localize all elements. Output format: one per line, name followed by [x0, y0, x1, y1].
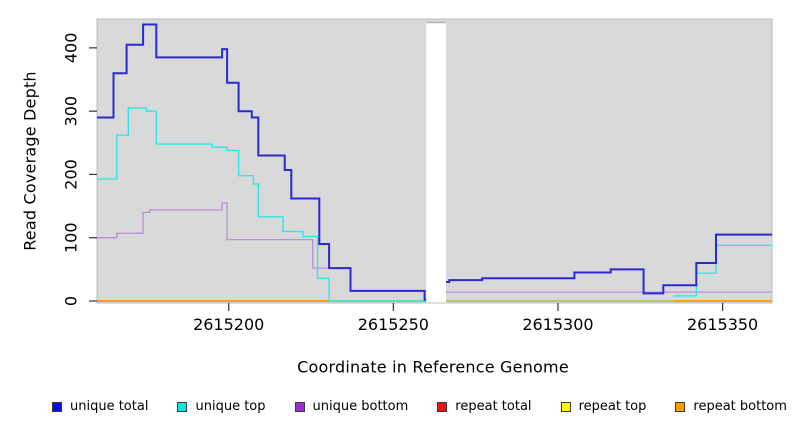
series-unique-top — [673, 244, 772, 297]
legend-swatch — [294, 401, 305, 412]
legend-item-repeat-top: repeat top — [560, 399, 647, 414]
legend-swatch — [560, 401, 571, 412]
y-tick-label: 0 — [62, 296, 81, 306]
y-tick-label: 200 — [62, 159, 81, 190]
legend-label: unique bottom — [312, 399, 409, 414]
coverage-plot-svg: 2615200 2615250 2615300 2615350 0 100 200 300 40… — [62, 18, 773, 334]
legend-item-repeat-total: repeat total — [437, 399, 532, 414]
legend-label: repeat top — [578, 399, 647, 414]
series-unique-total — [446, 233, 772, 295]
y-tick-label: 400 — [62, 33, 81, 64]
x-axis-title: Coordinate in Reference Genome — [297, 357, 569, 377]
y-axis-title: Read Coverage Depth — [20, 71, 40, 251]
x-tick-label: 2615350 — [687, 315, 758, 334]
legend-item-unique-bottom: unique bottom — [294, 399, 409, 414]
series-unique-total — [97, 23, 427, 301]
series-unique-top — [97, 107, 427, 302]
legend-item-unique-top: unique top — [177, 399, 266, 414]
legend-swatch — [177, 401, 188, 412]
legend-label: unique top — [195, 399, 266, 414]
legend: unique total unique top unique bottom repea… — [52, 399, 787, 414]
x-tick-label: 2615300 — [522, 315, 593, 334]
no-data-gap-band — [426, 23, 447, 303]
y-tick-label: 300 — [62, 96, 81, 127]
x-tick-label: 2615250 — [358, 315, 429, 334]
legend-item-unique-total: unique total — [52, 399, 148, 414]
x-tick-label: 2615200 — [193, 315, 264, 334]
legend-label: unique total — [70, 399, 149, 414]
legend-swatch — [437, 401, 448, 412]
legend-swatch — [675, 401, 686, 412]
legend-label: repeat bottom — [693, 399, 787, 414]
legend-swatch — [52, 401, 62, 412]
legend-label: repeat total — [455, 399, 532, 414]
y-tick-label: 100 — [62, 222, 81, 253]
legend-item-repeat-bottom: repeat bottom — [675, 399, 787, 414]
